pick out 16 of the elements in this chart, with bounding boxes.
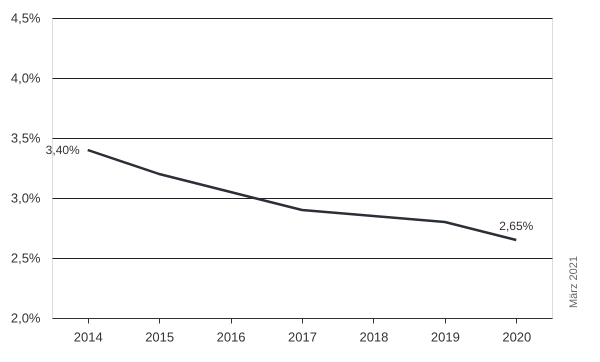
x-tick-label: 2020 xyxy=(502,330,532,344)
x-tick-label: 2016 xyxy=(216,330,246,344)
x-tick-label: 2014 xyxy=(74,330,103,344)
y-tick-label: 4,5% xyxy=(10,10,41,26)
x-tick-label: 2019 xyxy=(430,330,460,344)
text: März 2021 xyxy=(568,256,580,308)
y-tick-label: 3,5% xyxy=(10,130,41,146)
x-tick-label: 2015 xyxy=(145,330,174,344)
x-tick-label: 2018 xyxy=(359,330,388,344)
x-tick-label: 2017 xyxy=(288,330,317,344)
y-tick-label: 3,0% xyxy=(10,190,41,206)
y-tick-label: 2,5% xyxy=(10,250,41,266)
y-tick-label: 4,0% xyxy=(10,70,41,86)
y-tick-label: 2,0% xyxy=(10,310,41,326)
data-label: 2,65% xyxy=(499,219,534,233)
data-label: 3,40% xyxy=(46,143,80,157)
